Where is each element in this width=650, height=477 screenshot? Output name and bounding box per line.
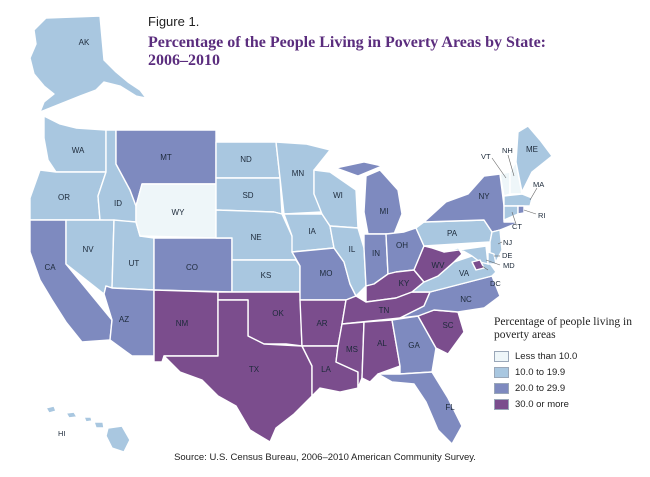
- legend-label: 20.0 to 29.9: [515, 383, 566, 394]
- label-NV: NV: [82, 245, 94, 254]
- state-FL: [377, 371, 463, 445]
- label-AR: AR: [316, 319, 327, 328]
- label-SC: SC: [442, 321, 453, 330]
- label-VA: VA: [459, 269, 470, 278]
- legend-label: Less than 10.0: [515, 351, 578, 362]
- label-OK: OK: [272, 309, 284, 318]
- legend-label: 10.0 to 19.9: [515, 367, 566, 378]
- map-legend: Percentage of people living in poverty a…: [494, 316, 644, 414]
- label-MI: MI: [380, 207, 389, 216]
- label-TX: TX: [249, 365, 260, 374]
- label-MN: MN: [292, 169, 305, 178]
- label-IL: IL: [349, 245, 356, 254]
- legend-item-20-to-29-9: 20.0 to 29.9: [494, 382, 644, 395]
- state-WV: [413, 245, 463, 283]
- label-ME: ME: [526, 145, 538, 154]
- label-MO: MO: [320, 269, 333, 278]
- legend-swatch: [494, 399, 509, 410]
- label-AK: AK: [79, 38, 90, 47]
- label-NE: NE: [250, 233, 261, 242]
- label-NJ: NJ: [503, 238, 512, 247]
- label-AL: AL: [377, 339, 387, 348]
- label-LA: LA: [321, 365, 331, 374]
- label-DC: DC: [490, 279, 501, 288]
- label-WI: WI: [333, 191, 343, 200]
- label-KY: KY: [399, 279, 410, 288]
- label-KS: KS: [261, 271, 272, 280]
- label-MA: MA: [533, 180, 544, 189]
- label-ID: ID: [114, 199, 122, 208]
- label-NH: NH: [502, 146, 513, 155]
- figure-label: Figure 1.: [148, 14, 200, 29]
- label-FL: FL: [445, 403, 455, 412]
- state-ME: [515, 125, 553, 193]
- label-WY: WY: [172, 208, 186, 217]
- legend-item-less-than-10: Less than 10.0: [494, 350, 644, 363]
- label-HI: HI: [58, 429, 66, 438]
- label-NC: NC: [460, 295, 472, 304]
- state-HI: [45, 405, 131, 453]
- label-OH: OH: [396, 241, 408, 250]
- label-CT: CT: [512, 222, 522, 231]
- label-AZ: AZ: [119, 315, 129, 324]
- label-NM: NM: [176, 319, 189, 328]
- label-TN: TN: [379, 306, 390, 315]
- label-DE: DE: [502, 251, 512, 260]
- label-SD: SD: [242, 191, 253, 200]
- label-WA: WA: [72, 146, 85, 155]
- label-UT: UT: [129, 259, 140, 268]
- state-TX: [163, 299, 313, 443]
- state-DC: [471, 259, 485, 271]
- label-PA: PA: [447, 229, 458, 238]
- label-NY: NY: [478, 192, 490, 201]
- state-MI: [335, 161, 403, 235]
- label-IN: IN: [372, 249, 380, 258]
- label-WV: WV: [432, 261, 446, 270]
- label-ND: ND: [240, 155, 252, 164]
- legend-swatch: [494, 367, 509, 378]
- label-IA: IA: [308, 227, 316, 236]
- map-title: Percentage of the People Living in Pover…: [148, 34, 546, 69]
- state-CT: [503, 205, 519, 221]
- label-MS: MS: [346, 345, 358, 354]
- state-WA: [43, 115, 107, 173]
- legend-label: 30.0 or more: [515, 399, 569, 410]
- label-MT: MT: [160, 153, 172, 162]
- state-RI: [517, 205, 525, 215]
- source-note: Source: U.S. Census Bureau, 2006–2010 Am…: [174, 452, 476, 463]
- legend-swatch: [494, 383, 509, 394]
- state-AK: [29, 15, 147, 113]
- legend-item-10-to-19-9: 10.0 to 19.9: [494, 366, 644, 379]
- label-CO: CO: [186, 263, 198, 272]
- label-CA: CA: [44, 263, 56, 272]
- label-GA: GA: [408, 341, 420, 350]
- label-VT: VT: [481, 152, 491, 161]
- legend-item-30-or-more: 30.0 or more: [494, 398, 644, 411]
- label-RI: RI: [538, 211, 546, 220]
- state-MA: [503, 193, 533, 207]
- label-MD: MD: [503, 261, 515, 270]
- label-OR: OR: [58, 193, 70, 202]
- legend-title: Percentage of people living in poverty a…: [494, 316, 632, 341]
- legend-swatch: [494, 351, 509, 362]
